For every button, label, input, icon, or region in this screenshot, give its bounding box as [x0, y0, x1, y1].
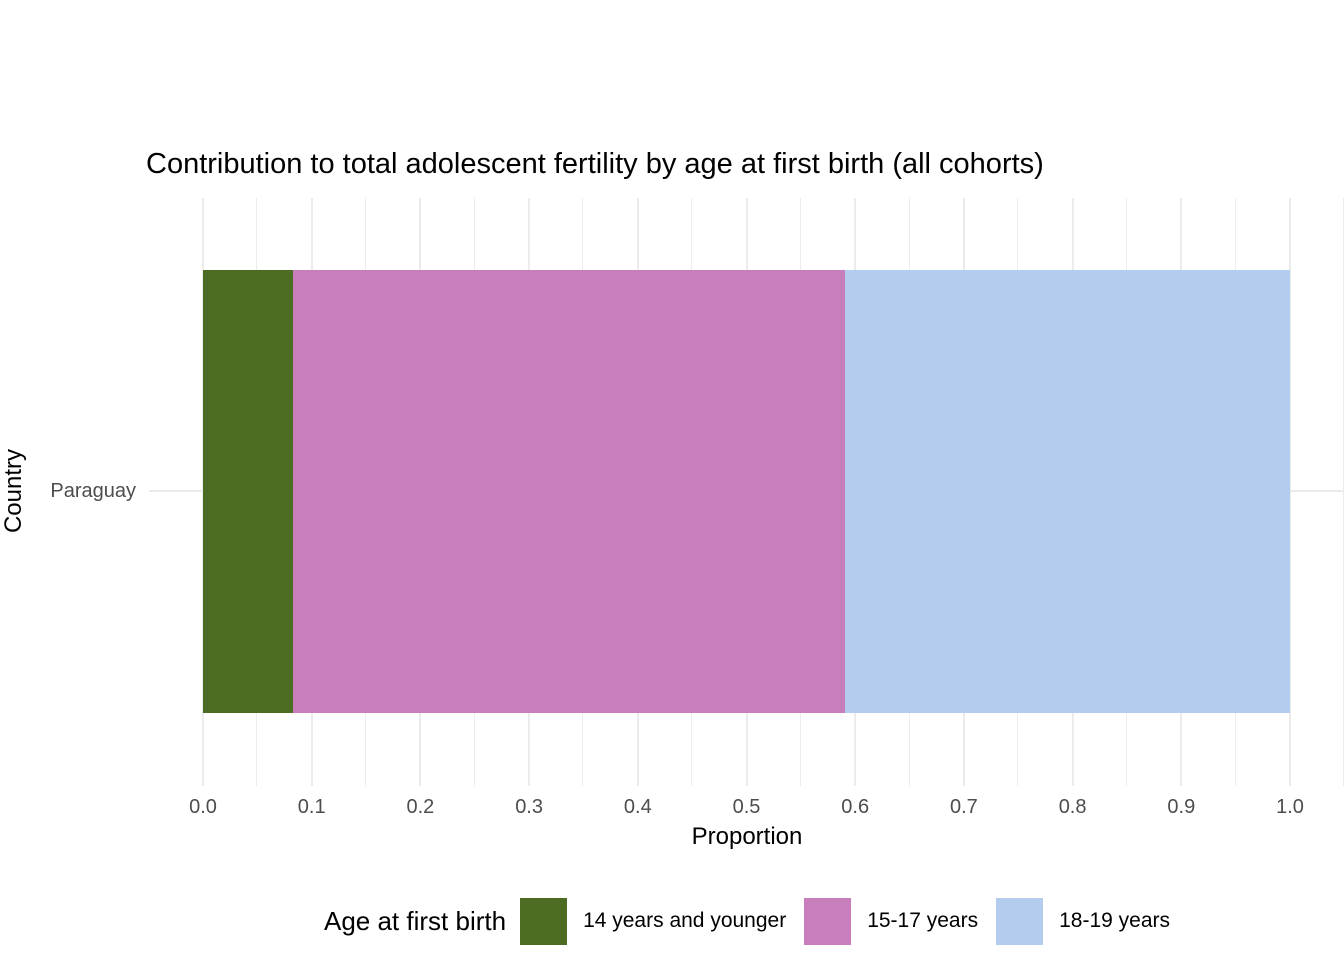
x-tick-label: 0.7	[949, 796, 978, 818]
bar-segment-14-years-and-younger	[203, 270, 294, 713]
legend-key-swatch	[804, 897, 852, 945]
x-tick-label: 0.8	[1058, 796, 1087, 818]
legend-label: 18-19 years	[1059, 909, 1171, 932]
x-tick-label: 0.2	[406, 796, 435, 818]
legend-key-swatch	[996, 897, 1044, 945]
legend-label: 14 years and younger	[583, 909, 787, 932]
x-tick-label: 0.3	[515, 796, 543, 818]
bar-segment-15-17-years	[293, 270, 846, 713]
legend: Age at first birth 14 years and younger 1…	[149, 897, 1344, 945]
x-tick-label: 1.0	[1276, 796, 1304, 818]
legend-item: 15-17 years	[804, 897, 979, 945]
plot-panel	[149, 198, 1344, 786]
legend-key-swatch	[520, 897, 568, 945]
x-tick-label: 0.6	[841, 796, 870, 818]
legend-label: 15-17 years	[867, 909, 979, 932]
legend-items: 14 years and younger 15-17 years 18-19 yea…	[520, 897, 1171, 945]
chart-title: Contribution to total adolescent fertili…	[146, 148, 1044, 180]
x-tick-label: 0.0	[189, 796, 217, 818]
x-tick-label: 0.4	[623, 796, 652, 818]
x-tick-label: 0.9	[1167, 796, 1196, 818]
bar-segment-18-19-years	[845, 270, 1290, 713]
x-tick-label: 0.5	[732, 796, 761, 818]
legend-title: Age at first birth	[323, 905, 507, 936]
stacked-bar-paraguay	[203, 270, 1290, 713]
legend-item: 18-19 years	[996, 897, 1171, 945]
x-tick-label: 0.1	[297, 796, 326, 818]
legend-item: 14 years and younger	[520, 897, 787, 945]
x-axis-title: Proportion	[691, 823, 803, 850]
y-tick-label-paraguay: Paraguay	[50, 480, 136, 502]
gridline-vertical	[1289, 198, 1291, 786]
